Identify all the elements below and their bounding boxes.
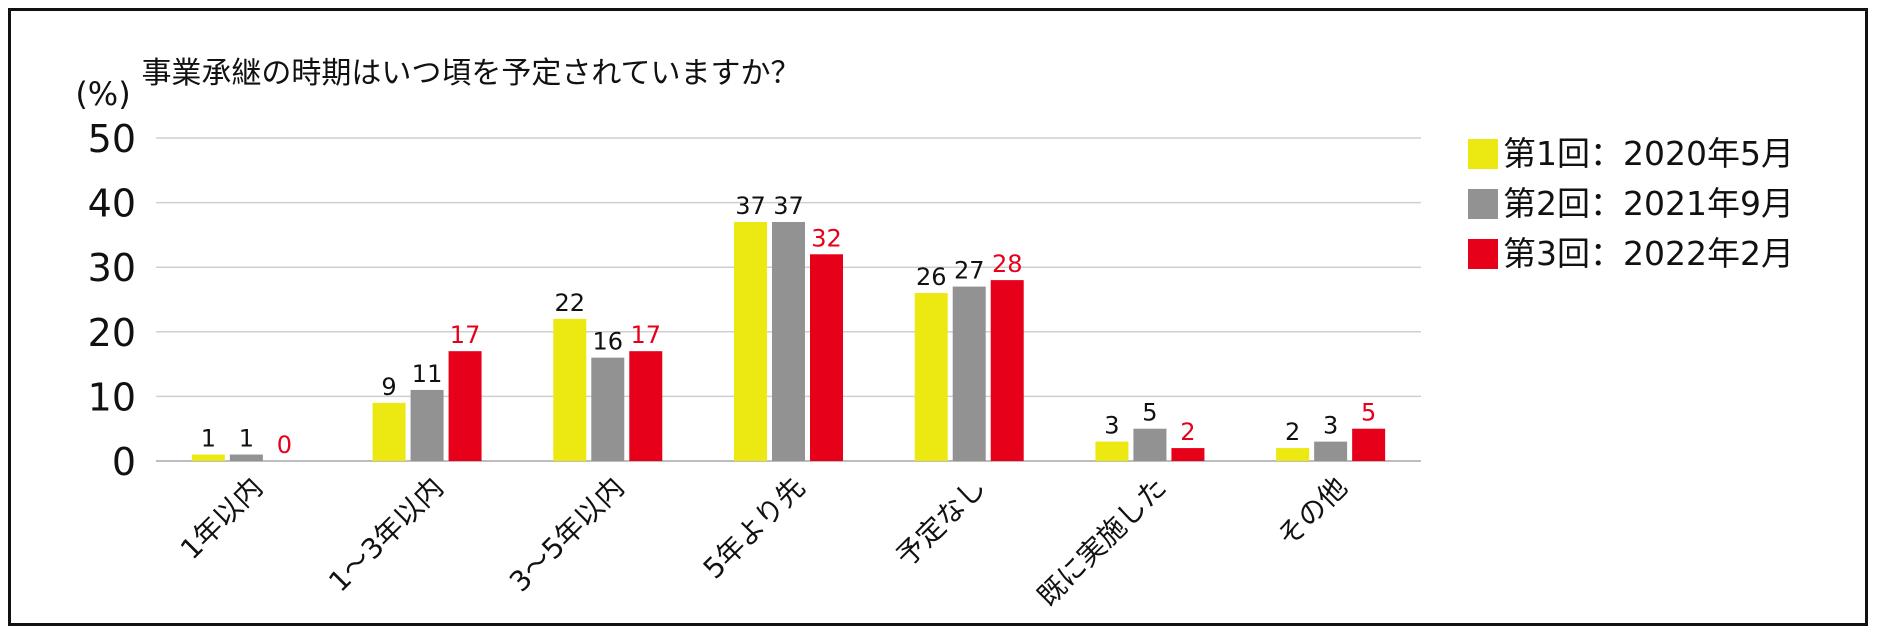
- legend-swatch: [1468, 189, 1498, 219]
- bar: [1095, 441, 1129, 461]
- bar: [191, 454, 225, 461]
- chart-title: 事業承継の時期はいつ頃を予定されていますか？: [141, 56, 800, 91]
- y-tick-label: 30: [88, 246, 136, 290]
- data-label: 3: [1323, 412, 1338, 440]
- legend-label: 第2回：2021年9月: [1503, 184, 1794, 223]
- data-label: 37: [773, 192, 804, 220]
- x-tick-label: 3～5年以内: [503, 471, 631, 599]
- bar: [229, 454, 263, 461]
- bar: [734, 221, 767, 461]
- legend-swatch: [1468, 239, 1498, 269]
- x-tick-label: 1年以内: [174, 471, 269, 566]
- legend-label: 第1回：2020年5月: [1503, 134, 1794, 173]
- x-tick-label: 予定なし: [890, 471, 993, 574]
- bar: [553, 318, 587, 461]
- y-tick-label: 40: [88, 182, 136, 226]
- y-tick-label: 10: [88, 375, 136, 419]
- bar: [990, 280, 1024, 461]
- bar: [952, 286, 986, 461]
- data-label: 27: [954, 257, 985, 285]
- y-tick-label: 20: [88, 311, 136, 355]
- bar: [1314, 441, 1348, 461]
- data-label: 37: [735, 192, 766, 220]
- x-tick-label: 1～3年以内: [322, 471, 450, 599]
- data-label: 1: [239, 425, 254, 453]
- data-label: 0: [277, 431, 292, 459]
- bar: [448, 351, 482, 461]
- bar: [1352, 428, 1386, 461]
- data-label: 5: [1142, 399, 1157, 427]
- data-label: 9: [381, 373, 396, 401]
- data-label: 16: [593, 328, 624, 356]
- bar: [1133, 428, 1167, 461]
- bar: [810, 254, 843, 461]
- bar: [629, 351, 663, 461]
- data-label: 2: [1285, 418, 1300, 446]
- legend-swatch: [1468, 139, 1498, 169]
- y-tick-label: 50: [88, 117, 136, 161]
- legend-label: 第3回：2022年2月: [1503, 234, 1794, 273]
- x-tick-label: 5年より先: [697, 471, 812, 586]
- y-axis-unit-label: (%): [75, 75, 130, 113]
- data-label: 17: [631, 321, 662, 349]
- data-label: 2: [1180, 418, 1195, 446]
- bar: [372, 402, 406, 461]
- bar: [914, 293, 948, 461]
- data-label: 3: [1104, 412, 1119, 440]
- x-tick-label: 既に実施した: [1031, 471, 1173, 613]
- y-tick-label: 0: [112, 440, 136, 484]
- bar: [1276, 448, 1310, 461]
- data-label: 28: [992, 250, 1023, 278]
- data-label: 1: [201, 425, 216, 453]
- x-tick-label: その他: [1271, 471, 1354, 554]
- data-label: 26: [916, 263, 947, 291]
- chart-frame: 事業承継の時期はいつ頃を予定されていますか？ (%) 0 10 20 30 40 50 1…: [8, 8, 1868, 626]
- data-label: 11: [412, 360, 443, 388]
- bar: [772, 221, 805, 461]
- bar: [1171, 448, 1205, 461]
- x-axis-ticks: 1年以内 1～3年以内 3～5年以内 5年より先 予定なし 既に実施した その他: [174, 471, 1354, 613]
- bar: [410, 389, 444, 461]
- bar: [591, 357, 625, 461]
- data-label: 17: [450, 321, 481, 349]
- bars: [191, 221, 1386, 461]
- data-label: 5: [1361, 399, 1376, 427]
- data-label: 32: [811, 224, 842, 252]
- data-label: 22: [555, 289, 586, 317]
- y-axis-ticks: 0 10 20 30 40 50: [88, 117, 136, 484]
